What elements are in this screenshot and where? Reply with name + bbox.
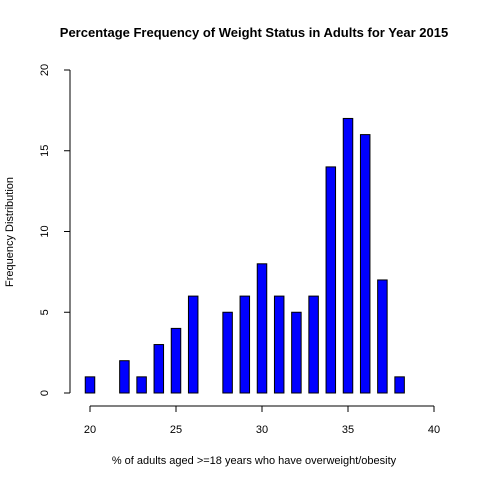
y-tick-label: 0 — [39, 390, 51, 396]
bar — [377, 279, 388, 394]
x-tick-label: 25 — [170, 424, 182, 436]
bar — [84, 376, 96, 394]
bar — [119, 360, 130, 394]
bar — [394, 376, 405, 394]
x-tick-label: 35 — [342, 424, 354, 436]
x-axis: 20 25 30 35 40 — [84, 405, 440, 436]
bar — [222, 311, 233, 394]
x-axis-label: % of adults aged >=18 years who have ove… — [112, 455, 397, 467]
bars-group — [84, 117, 405, 394]
y-tick-label: 15 — [39, 145, 51, 157]
bar — [359, 134, 371, 394]
bar — [291, 311, 302, 394]
bar — [239, 295, 251, 394]
y-axis-label: Frequency Distribution — [4, 177, 16, 287]
y-tick-label: 5 — [39, 309, 51, 315]
chart-title: Percentage Frequency of Weight Status in… — [60, 25, 448, 40]
bar — [308, 295, 319, 394]
bar — [256, 263, 268, 394]
x-tick-label: 20 — [84, 424, 96, 436]
bar — [136, 376, 147, 394]
x-tick-label: 40 — [428, 424, 440, 436]
x-tick-label: 30 — [256, 424, 268, 436]
bar — [170, 327, 182, 394]
bar — [153, 344, 165, 394]
bar — [187, 295, 199, 394]
y-axis: 0 5 10 15 20 — [39, 64, 71, 396]
bar — [342, 117, 354, 394]
bar — [273, 295, 285, 394]
y-tick-label: 10 — [39, 225, 51, 237]
bar — [325, 166, 337, 394]
y-tick-label: 20 — [39, 64, 51, 76]
